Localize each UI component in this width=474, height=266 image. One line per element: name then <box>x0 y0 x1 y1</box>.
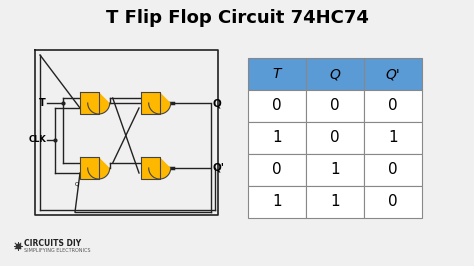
Text: Q: Q <box>213 98 222 108</box>
Bar <box>248 154 306 186</box>
Bar <box>248 186 306 218</box>
Polygon shape <box>141 92 160 114</box>
Text: 1: 1 <box>272 131 282 146</box>
Bar <box>248 90 306 122</box>
Text: 0: 0 <box>330 98 340 114</box>
Text: 0: 0 <box>388 194 398 210</box>
Polygon shape <box>80 157 99 179</box>
Bar <box>248 122 306 154</box>
Bar <box>364 122 422 154</box>
Bar <box>364 58 422 90</box>
Text: SIMPLIFYING ELECTRONICS: SIMPLIFYING ELECTRONICS <box>24 248 91 253</box>
Bar <box>364 154 422 186</box>
Bar <box>364 186 422 218</box>
Polygon shape <box>141 157 160 179</box>
Text: 1: 1 <box>388 131 398 146</box>
Text: 1: 1 <box>272 194 282 210</box>
Polygon shape <box>88 157 109 179</box>
Bar <box>306 58 364 90</box>
Text: 1: 1 <box>330 163 340 177</box>
Text: Q: Q <box>75 181 79 186</box>
Polygon shape <box>80 92 99 114</box>
Text: 0: 0 <box>272 98 282 114</box>
Bar <box>306 122 364 154</box>
Text: Q': Q' <box>386 67 401 81</box>
Text: 0: 0 <box>330 131 340 146</box>
Text: T: T <box>273 67 281 81</box>
Bar <box>306 186 364 218</box>
Text: 0: 0 <box>272 163 282 177</box>
Polygon shape <box>88 92 109 114</box>
Text: Q: Q <box>329 67 340 81</box>
Text: 1: 1 <box>330 194 340 210</box>
Text: Q': Q' <box>213 163 225 173</box>
Bar <box>364 90 422 122</box>
Text: CIRCUITS DIY: CIRCUITS DIY <box>24 239 81 247</box>
Polygon shape <box>149 157 171 179</box>
Text: T Flip Flop Circuit 74HC74: T Flip Flop Circuit 74HC74 <box>106 9 368 27</box>
Bar <box>306 90 364 122</box>
Bar <box>248 58 306 90</box>
Text: 0: 0 <box>388 98 398 114</box>
Bar <box>306 154 364 186</box>
Text: 0: 0 <box>388 163 398 177</box>
Text: T: T <box>39 98 46 108</box>
Text: CLK: CLK <box>28 135 46 144</box>
Polygon shape <box>149 92 171 114</box>
